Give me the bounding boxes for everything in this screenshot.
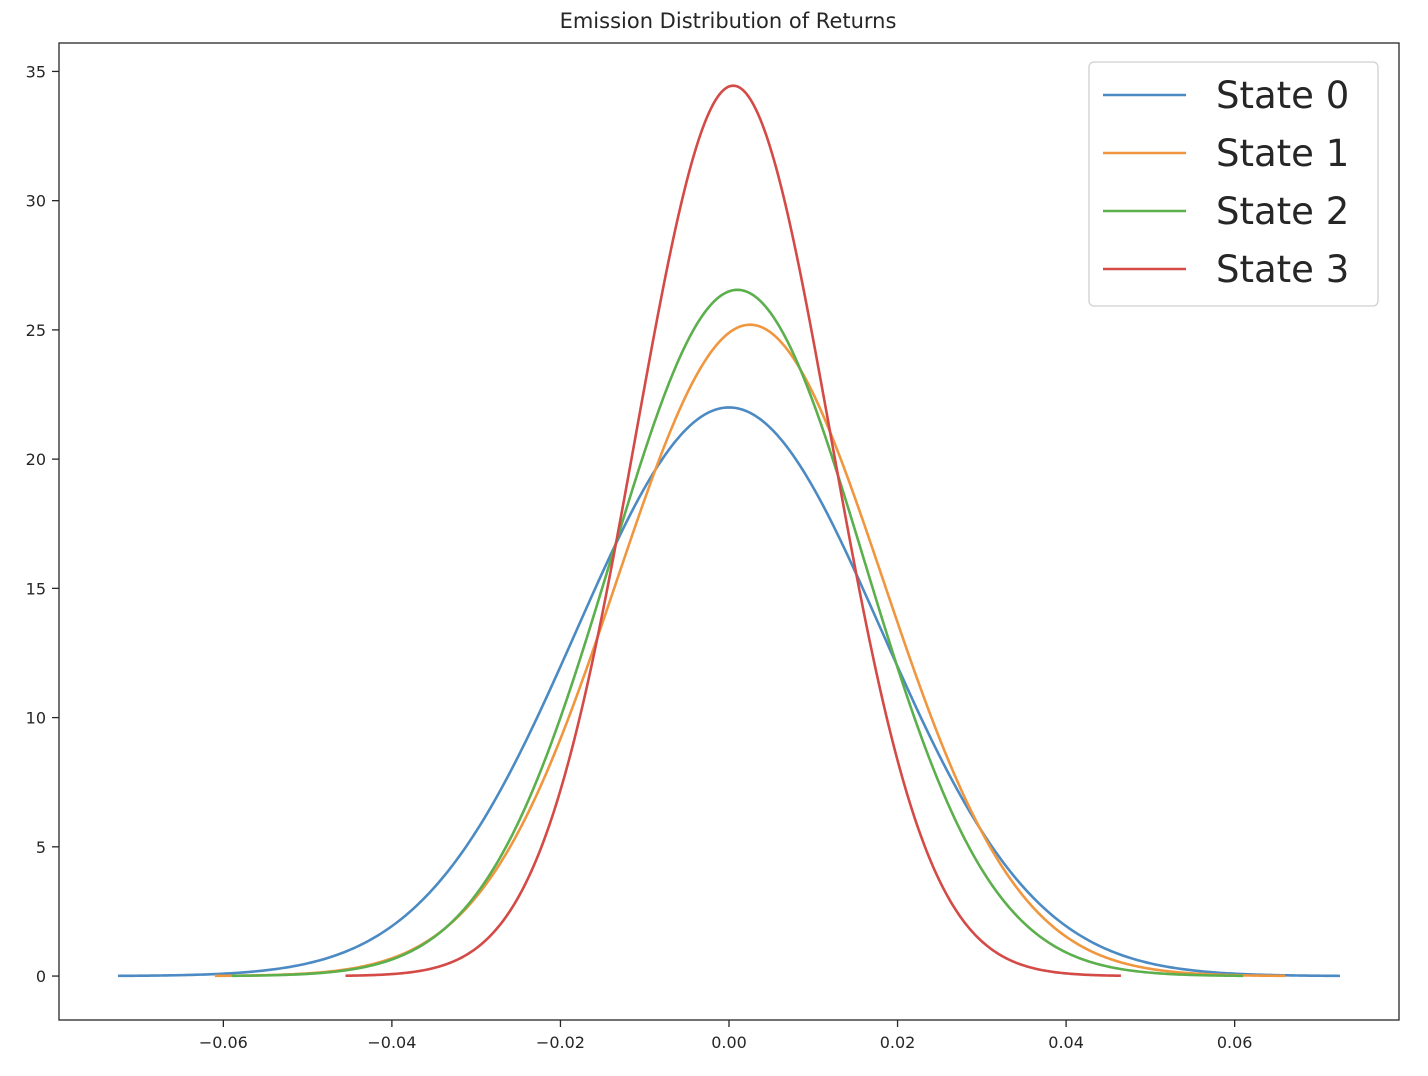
legend-label: State 3	[1216, 248, 1349, 291]
legend-label: State 1	[1216, 132, 1349, 175]
y-tick-label: 35	[26, 62, 46, 81]
x-tick-label: −0.02	[536, 1033, 585, 1052]
y-tick-label: 5	[36, 838, 46, 857]
x-tick-label: 0.02	[880, 1033, 916, 1052]
x-tick-label: 0.00	[711, 1033, 747, 1052]
series-line-state-2	[231, 288, 1244, 978]
legend-label: State 2	[1216, 190, 1349, 233]
series-layer	[117, 84, 1341, 978]
x-tick-label: −0.06	[199, 1033, 248, 1052]
x-tick-label: −0.04	[367, 1033, 416, 1052]
y-axis: 0 5 10 15 20 25 30 35	[26, 62, 59, 986]
y-tick-label: 25	[26, 321, 46, 340]
series-line-state-3	[345, 84, 1121, 978]
x-tick-label: 0.04	[1048, 1033, 1084, 1052]
x-axis: −0.06 −0.04 −0.02 0.00 0.02 0.04 0.06	[199, 1020, 1253, 1052]
y-tick-label: 10	[26, 709, 46, 728]
y-tick-label: 20	[26, 450, 46, 469]
y-tick-label: 0	[36, 967, 46, 986]
legend-label: State 0	[1216, 74, 1349, 117]
y-tick-label: 30	[26, 192, 46, 211]
y-tick-label: 15	[26, 579, 46, 598]
chart-title: Emission Distribution of Returns	[560, 9, 897, 33]
x-tick-label: 0.06	[1217, 1033, 1253, 1052]
legend-box	[1088, 61, 1379, 307]
series-line-state-0	[117, 406, 1341, 978]
legend: State 0 State 1 State 2 State 3	[1088, 61, 1379, 307]
